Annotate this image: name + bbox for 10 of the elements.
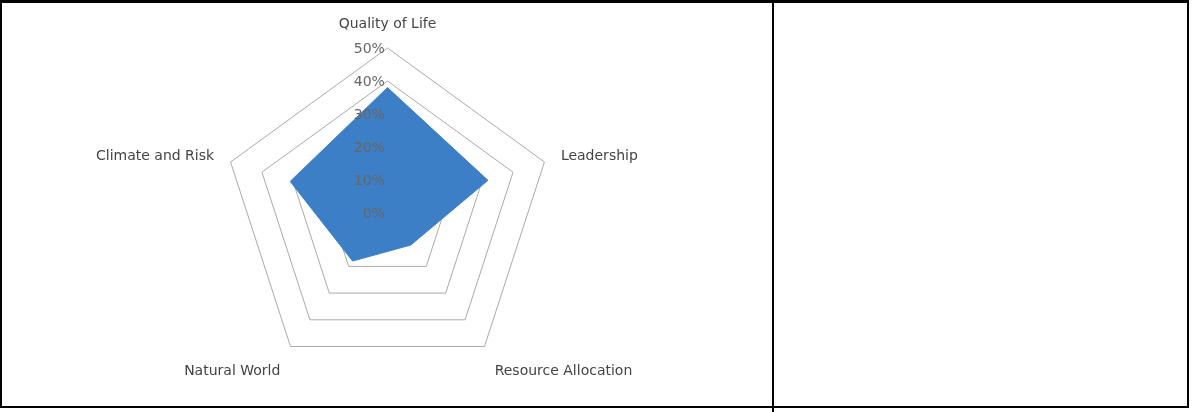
y-tick-label: 50%	[353, 39, 385, 56]
spoke-label: Leadership	[560, 147, 638, 164]
y-tick-label: 40%	[353, 72, 385, 89]
spoke-label: Quality of Life	[338, 14, 437, 31]
y-tick-label: 10%	[353, 171, 385, 188]
spoke-label: Resource Allocation	[494, 361, 633, 378]
y-tick-label: 20%	[353, 138, 385, 155]
y-tick-label: 0%	[362, 204, 385, 221]
spoke-label: Natural World	[184, 361, 281, 378]
spoke-label: Climate and Risk	[95, 147, 216, 164]
